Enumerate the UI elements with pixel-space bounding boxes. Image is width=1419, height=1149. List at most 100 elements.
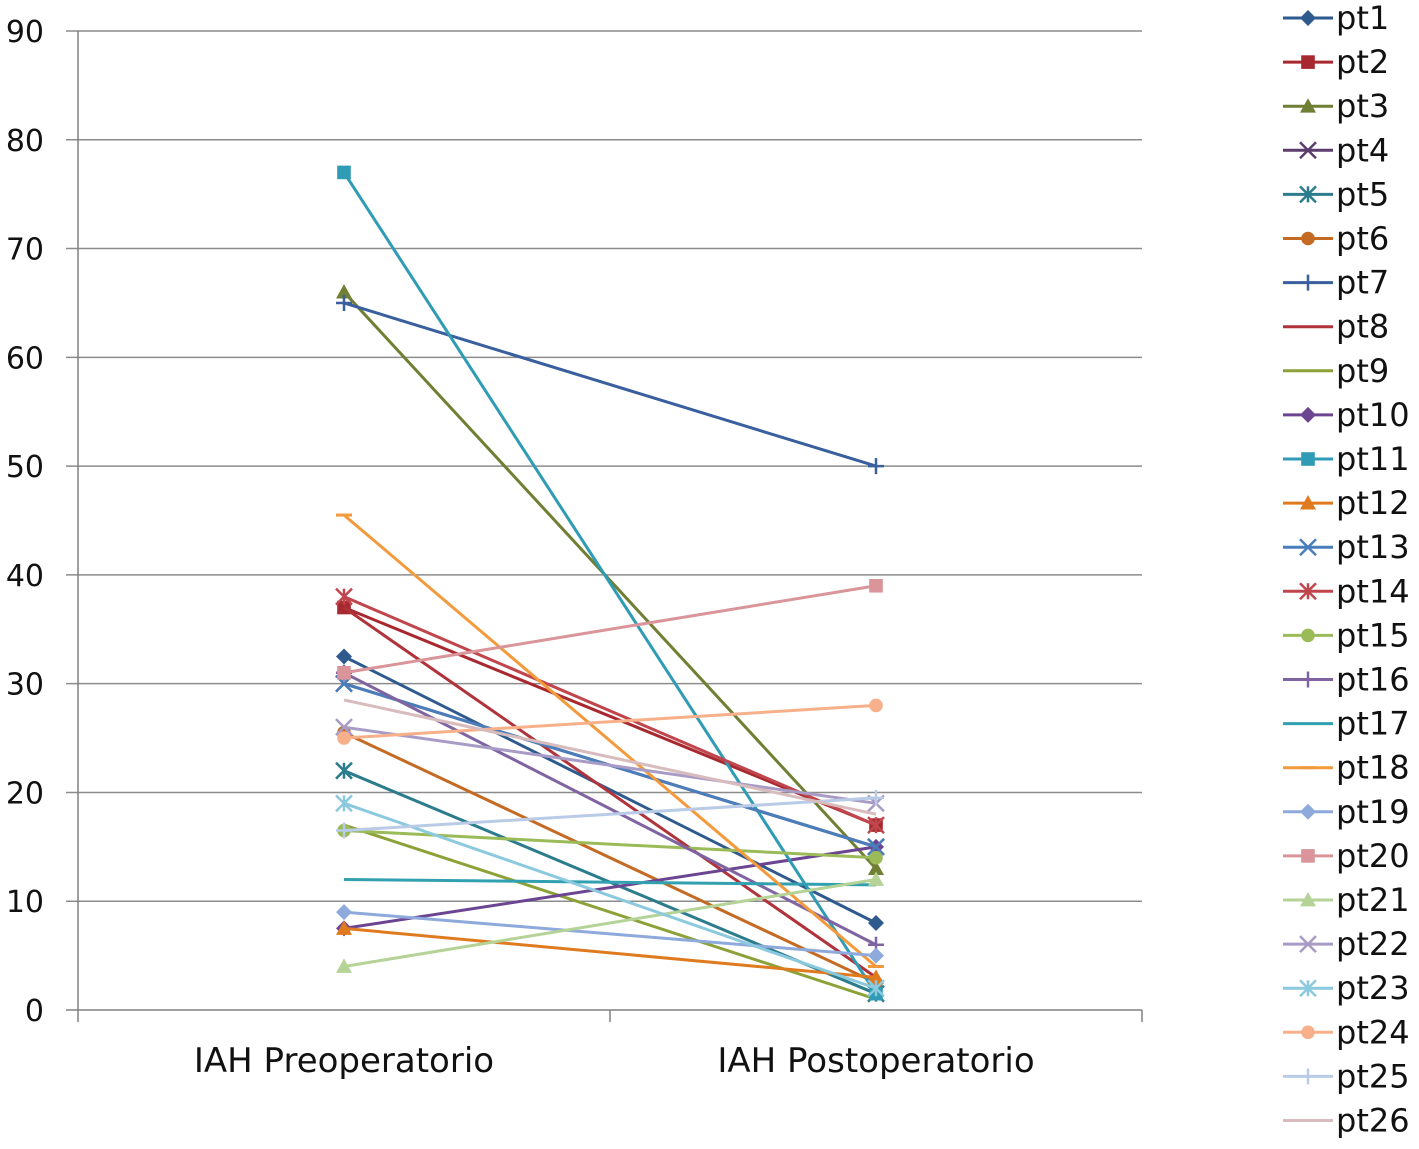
- legend-item-pt14: pt14: [1283, 572, 1410, 610]
- data-point-pt13-1: [867, 837, 885, 856]
- series-line-pt22: [343, 725, 877, 805]
- series-line-pt16: [343, 671, 877, 947]
- legend-label: pt18: [1336, 749, 1410, 787]
- legend-label: pt7: [1336, 264, 1389, 302]
- legend-label: pt8: [1336, 308, 1389, 346]
- series-pt1: [336, 648, 884, 931]
- legend-label: pt4: [1336, 131, 1389, 169]
- y-tick-label: 90: [6, 15, 44, 50]
- y-tick-label: 20: [6, 776, 44, 811]
- legend-label: pt24: [1336, 1013, 1410, 1051]
- y-tick-label: 0: [25, 994, 44, 1029]
- legend-item-pt25: pt25: [1283, 1057, 1410, 1095]
- series-pt25: [336, 789, 884, 839]
- legend-label: pt3: [1336, 87, 1389, 125]
- series-lines: [335, 165, 885, 1003]
- x-axis: IAH Preoperatorio IAH Postoperatorio: [77, 1010, 1143, 1081]
- series-line-pt24: [343, 703, 877, 740]
- legend-label: pt6: [1336, 220, 1389, 258]
- data-point-pt25-0: [336, 822, 352, 839]
- series-line-pt23: [343, 801, 877, 990]
- legend-swatch-marker: [1300, 98, 1316, 113]
- legend-swatch-marker: [1300, 892, 1316, 907]
- legend-item-pt13: pt13: [1283, 528, 1410, 566]
- legend: pt1 pt2 pt3 pt4 pt5 pt6 pt7 pt8 pt9 pt10 pt11 pt12 p…: [1283, 0, 1410, 1140]
- series-line-pt21: [343, 877, 877, 968]
- data-point-pt1-0: [336, 648, 352, 665]
- series-line-pt9: [343, 823, 877, 1001]
- legend-label: pt19: [1336, 793, 1410, 831]
- y-tick-label: 50: [6, 450, 44, 485]
- data-point-pt19-1: [868, 947, 884, 964]
- data-point-pt24-0: [337, 731, 351, 745]
- legend-swatch-marker: [1301, 55, 1315, 69]
- legend-item-pt3: pt3: [1283, 87, 1389, 125]
- legend-swatch-marker: [1300, 495, 1316, 510]
- legend-swatch-marker: [1301, 849, 1315, 863]
- x-category-label: IAH Preoperatorio: [194, 1041, 494, 1081]
- legend-label: pt16: [1336, 661, 1410, 699]
- data-point-pt23-1: [867, 979, 885, 998]
- legend-label: pt1: [1336, 0, 1389, 37]
- series-line-pt18: [343, 513, 877, 968]
- y-tick-label: 70: [6, 233, 44, 268]
- data-point-pt23-0: [335, 794, 353, 813]
- legend-label: pt10: [1336, 396, 1410, 434]
- series-line-pt10: [343, 845, 877, 930]
- legend-swatch-marker: [1299, 141, 1317, 160]
- series-line-pt25: [343, 796, 877, 833]
- legend-swatch-marker: [1300, 274, 1316, 291]
- legend-item-pt10: pt10: [1283, 396, 1410, 434]
- data-point-pt20-1: [869, 578, 883, 593]
- legend-item-pt26: pt26: [1283, 1102, 1410, 1140]
- series-pt23: [335, 794, 885, 998]
- series-line-pt2: [343, 606, 877, 827]
- legend-swatch-marker: [1300, 803, 1316, 820]
- data-point-pt7-0: [336, 294, 352, 311]
- legend-swatch-marker: [1299, 935, 1317, 953]
- legend-swatch-marker: [1301, 628, 1315, 643]
- gridlines: [66, 30, 1142, 1011]
- series-pt20: [337, 578, 883, 680]
- legend-item-pt7: pt7: [1283, 264, 1389, 302]
- series-line-pt14: [343, 595, 877, 827]
- legend-swatch-marker: [1299, 185, 1317, 204]
- legend-label: pt15: [1336, 616, 1410, 654]
- legend-swatch-marker: [1299, 538, 1317, 557]
- data-point-pt22-0: [335, 718, 353, 737]
- legend-label: pt11: [1336, 440, 1410, 478]
- legend-label: pt12: [1336, 484, 1410, 522]
- series-pt12: [336, 920, 884, 984]
- series-pt11: [337, 165, 883, 1001]
- legend-item-pt16: pt16: [1283, 661, 1410, 699]
- series-line-pt12: [343, 926, 877, 979]
- series-pt8: [343, 606, 877, 979]
- series-line-pt1: [343, 655, 877, 925]
- series-pt24: [337, 698, 883, 745]
- legend-label: pt26: [1336, 1102, 1410, 1140]
- legend-item-pt12: pt12: [1283, 484, 1410, 522]
- y-tick-label: 80: [6, 124, 44, 159]
- legend-item-pt1: pt1: [1283, 0, 1389, 37]
- legend-item-pt15: pt15: [1283, 616, 1410, 654]
- data-point-pt11-0: [337, 165, 351, 180]
- series-line-pt11: [342, 171, 878, 995]
- legend-item-pt11: pt11: [1283, 440, 1410, 478]
- legend-label: pt2: [1336, 43, 1389, 81]
- data-point-pt14-1: [867, 816, 885, 834]
- legend-swatch-marker: [1300, 406, 1316, 423]
- legend-swatch-marker: [1300, 10, 1316, 26]
- legend-swatch-marker: [1299, 979, 1317, 998]
- series-pt9: [343, 823, 877, 1001]
- series-pt18: [336, 513, 884, 968]
- legend-label: pt14: [1336, 572, 1410, 610]
- data-point-pt21-1: [868, 871, 884, 886]
- data-point-pt24-1: [869, 698, 883, 713]
- data-point-pt21-0: [336, 958, 352, 973]
- series-line-pt19: [343, 910, 877, 958]
- legend-swatch-marker: [1301, 1025, 1315, 1040]
- legend-label: pt23: [1336, 969, 1410, 1007]
- legend-swatch-marker: [1301, 452, 1315, 466]
- legend-item-pt5: pt5: [1283, 175, 1389, 213]
- legend-swatch-marker: [1300, 671, 1316, 688]
